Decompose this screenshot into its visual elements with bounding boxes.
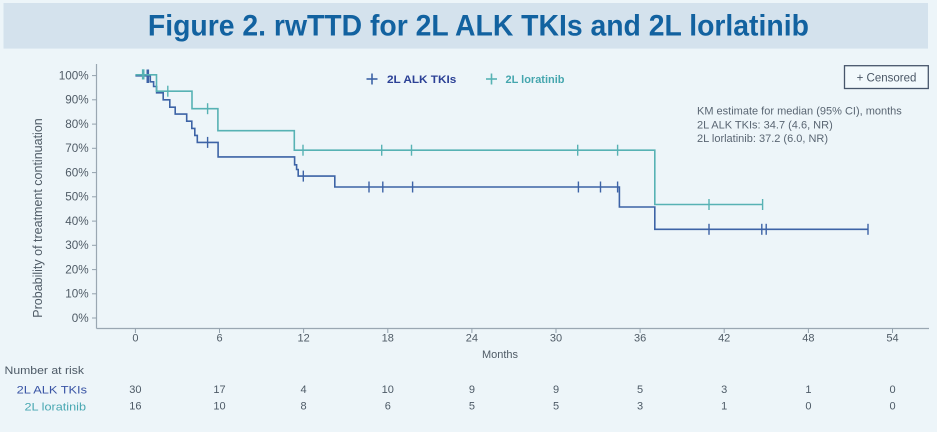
svg-text:100%: 100% [59,69,89,82]
svg-text:Figure 2. rwTTD for 2L ALK TKI: Figure 2. rwTTD for 2L ALK TKIs and 2L l… [148,10,809,43]
svg-text:70%: 70% [65,142,88,155]
svg-text:+ Censored: + Censored [857,72,917,84]
svg-text:54: 54 [886,332,898,344]
svg-text:4: 4 [301,384,307,396]
svg-text:16: 16 [129,400,141,412]
svg-text:2L ALK TKIs: 34.7 (4.6, NR): 2L ALK TKIs: 34.7 (4.6, NR) [697,119,833,131]
svg-text:10%: 10% [65,288,88,301]
svg-text:50%: 50% [65,191,88,204]
svg-text:5: 5 [469,400,475,412]
svg-text:5: 5 [637,384,643,396]
svg-text:0: 0 [132,332,138,344]
svg-text:Months: Months [482,349,519,361]
svg-text:20%: 20% [65,263,88,276]
svg-text:10: 10 [213,400,225,412]
svg-text:9: 9 [553,384,559,396]
svg-text:Number at risk: Number at risk [5,365,85,377]
svg-text:30: 30 [129,384,141,396]
svg-text:17: 17 [213,384,225,396]
svg-text:0: 0 [889,384,895,396]
svg-text:48: 48 [802,332,814,344]
svg-text:2L loratinib: 2L loratinib [506,74,565,86]
svg-text:6: 6 [385,400,391,412]
svg-text:30%: 30% [65,239,88,252]
svg-text:40%: 40% [65,215,88,228]
svg-text:KM estimate for median (95% CI: KM estimate for median (95% CI), months [697,106,902,118]
svg-text:0: 0 [805,400,811,412]
svg-text:8: 8 [301,400,307,412]
svg-text:90%: 90% [65,94,88,107]
svg-text:6: 6 [216,332,222,344]
svg-text:0: 0 [889,400,895,412]
svg-text:3: 3 [637,400,643,412]
svg-text:2L loratinib: 2L loratinib [25,402,87,414]
svg-text:2L ALK TKIs: 2L ALK TKIs [387,74,456,86]
svg-text:1: 1 [721,400,727,412]
svg-text:0%: 0% [72,312,89,325]
svg-text:42: 42 [718,332,730,344]
svg-text:9: 9 [469,384,475,396]
svg-text:18: 18 [382,332,394,344]
svg-text:30: 30 [550,332,562,344]
svg-text:80%: 80% [65,118,88,131]
svg-text:10: 10 [382,384,394,396]
svg-text:1: 1 [805,384,811,396]
svg-text:12: 12 [297,332,309,344]
svg-text:2L lorlatinib: 37.2 (6.0, NR): 2L lorlatinib: 37.2 (6.0, NR) [697,133,828,145]
svg-text:5: 5 [553,400,559,412]
svg-text:2L ALK TKIs: 2L ALK TKIs [17,385,88,397]
svg-text:3: 3 [721,384,727,396]
svg-text:36: 36 [634,332,646,344]
svg-text:60%: 60% [65,166,88,179]
svg-text:Probability of treatment conti: Probability of treatment continuation [31,118,45,317]
svg-text:24: 24 [466,332,478,344]
